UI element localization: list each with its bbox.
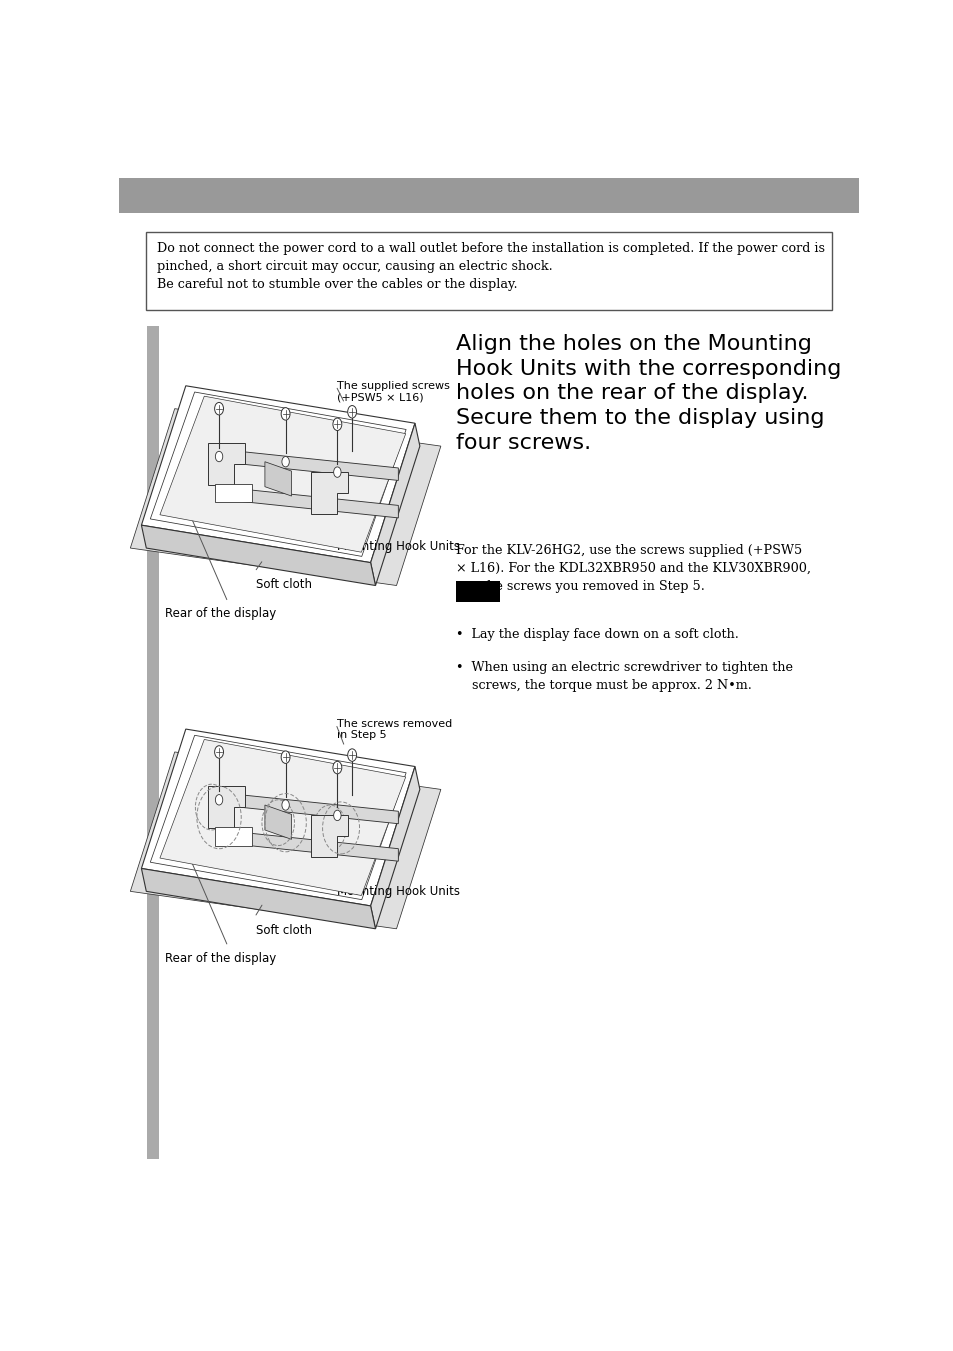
Polygon shape	[141, 526, 375, 585]
Polygon shape	[160, 739, 405, 896]
Circle shape	[347, 405, 356, 417]
Text: For the KLV-26HG2, use the screws supplied (+PSW5
× L16). For the KDL32XBR950 an: For the KLV-26HG2, use the screws suppli…	[456, 544, 810, 593]
Text: Align the holes on the Mounting
Hook Units with the corresponding
holes on the r: Align the holes on the Mounting Hook Uni…	[456, 334, 841, 453]
FancyBboxPatch shape	[147, 327, 159, 1159]
Polygon shape	[160, 396, 405, 553]
Text: Rear of the display: Rear of the display	[165, 951, 276, 965]
Text: Rear of the display: Rear of the display	[165, 608, 276, 620]
Text: The screws removed
in Step 5: The screws removed in Step 5	[337, 719, 452, 740]
Polygon shape	[141, 869, 375, 928]
FancyBboxPatch shape	[456, 581, 499, 603]
Polygon shape	[311, 471, 348, 513]
Text: Mounting Hook Units: Mounting Hook Units	[337, 885, 460, 898]
Polygon shape	[219, 793, 398, 824]
Circle shape	[333, 417, 341, 431]
Polygon shape	[215, 484, 252, 503]
Polygon shape	[219, 486, 398, 517]
Text: Mounting Hook Units: Mounting Hook Units	[337, 540, 460, 553]
Polygon shape	[131, 408, 440, 585]
Text: •  When using an electric screwdriver to tighten the
    screws, the torque must: • When using an electric screwdriver to …	[456, 662, 792, 693]
Circle shape	[214, 746, 223, 758]
Circle shape	[215, 794, 222, 805]
Circle shape	[347, 748, 356, 762]
Polygon shape	[131, 753, 440, 928]
Circle shape	[333, 762, 341, 774]
Circle shape	[281, 751, 290, 763]
Polygon shape	[265, 462, 292, 496]
Polygon shape	[141, 386, 415, 562]
Polygon shape	[208, 786, 245, 828]
Polygon shape	[215, 827, 252, 846]
Text: Soft cloth: Soft cloth	[255, 578, 312, 592]
FancyBboxPatch shape	[119, 178, 858, 213]
Text: The supplied screws
(+PSW5 × L16): The supplied screws (+PSW5 × L16)	[337, 381, 450, 403]
Polygon shape	[219, 830, 398, 861]
Circle shape	[282, 800, 289, 811]
Polygon shape	[151, 735, 406, 900]
Circle shape	[282, 457, 289, 467]
Text: Do not connect the power cord to a wall outlet before the installation is comple: Do not connect the power cord to a wall …	[157, 242, 824, 292]
Polygon shape	[311, 816, 348, 857]
Polygon shape	[151, 392, 406, 557]
Circle shape	[334, 811, 341, 820]
Polygon shape	[370, 766, 419, 928]
Polygon shape	[219, 450, 398, 481]
Text: •  Lay the display face down on a soft cloth.: • Lay the display face down on a soft cl…	[456, 628, 738, 642]
FancyBboxPatch shape	[146, 232, 831, 309]
Circle shape	[214, 403, 223, 415]
Text: Soft cloth: Soft cloth	[255, 924, 312, 936]
Circle shape	[215, 451, 222, 462]
Polygon shape	[208, 443, 245, 485]
Circle shape	[281, 408, 290, 420]
Polygon shape	[141, 730, 415, 907]
Polygon shape	[370, 423, 419, 585]
Circle shape	[334, 467, 341, 477]
Polygon shape	[265, 805, 292, 839]
